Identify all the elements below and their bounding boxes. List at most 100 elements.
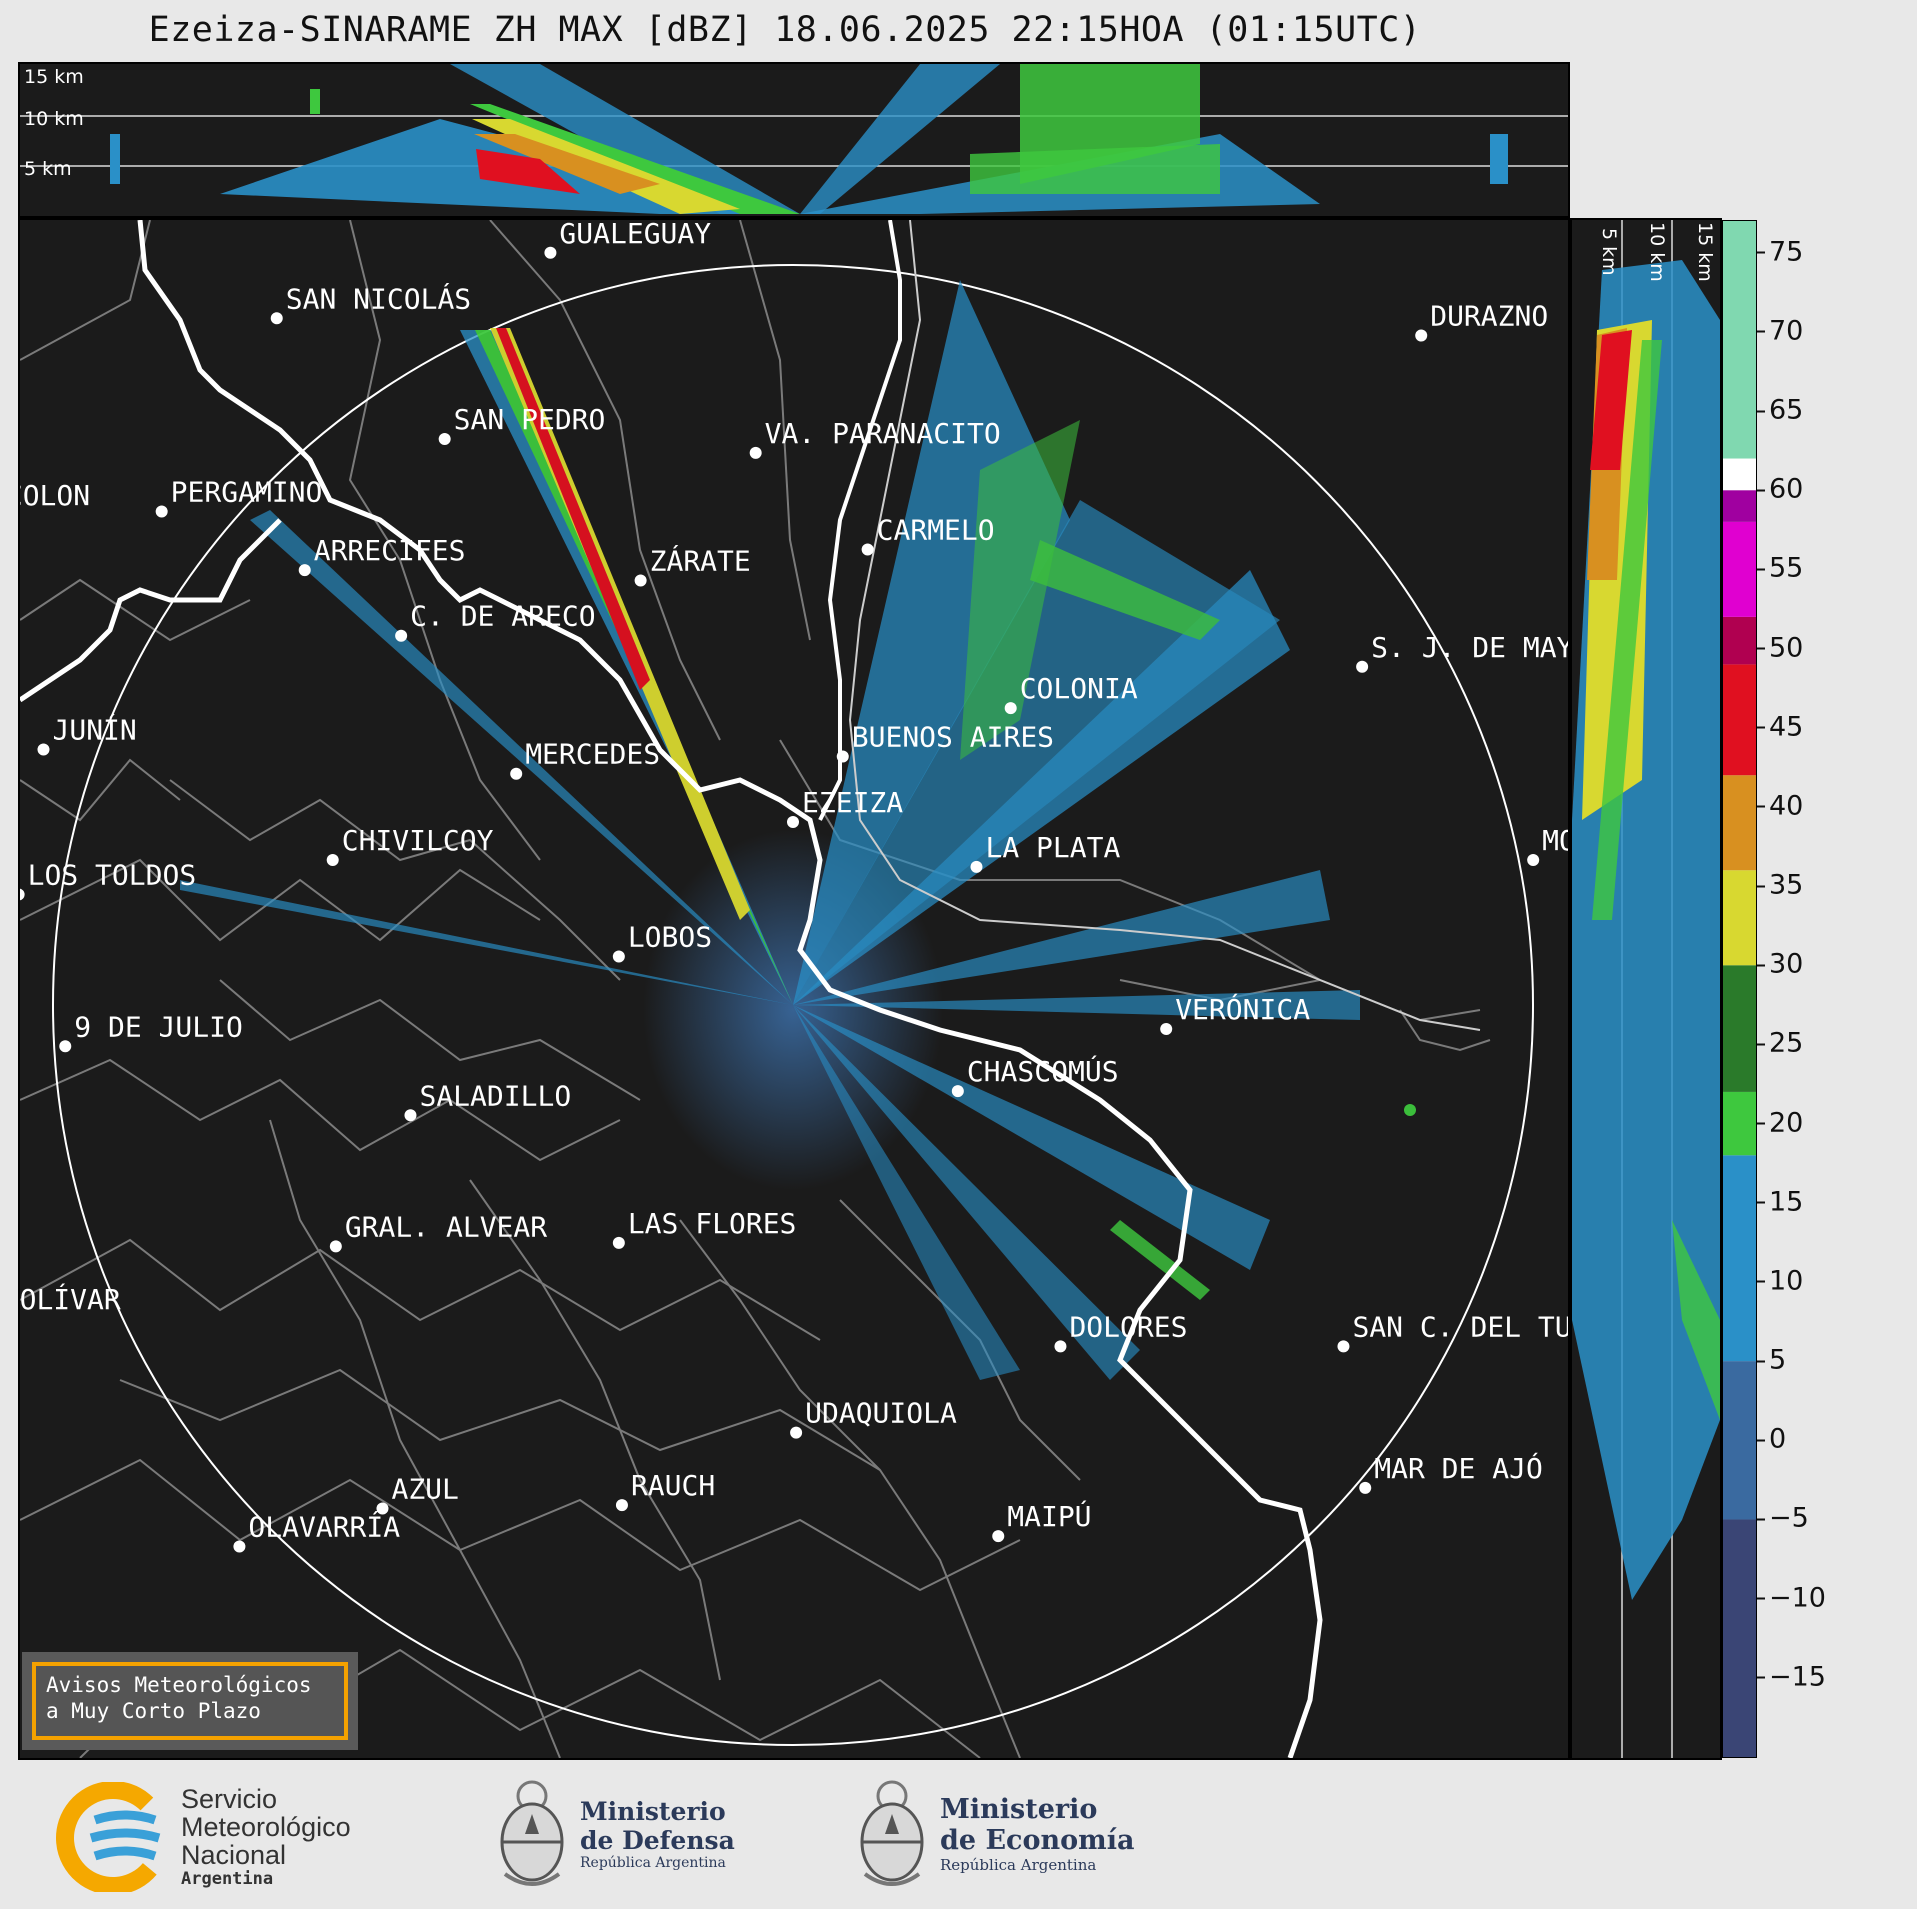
colorbar-tick-label: 60: [1756, 473, 1804, 505]
radar-range-ring: [52, 264, 1534, 1746]
city-marker: LOBOS: [612, 921, 712, 963]
city-marker: COLON: [20, 479, 90, 512]
city-dot: [270, 312, 283, 325]
warning-line-1: Avisos Meteorológicos: [46, 1673, 312, 1697]
city-label: S. J. DE MAYO: [1371, 631, 1568, 664]
defensa-coat-of-arms-icon: [500, 1780, 564, 1886]
side-echo-green: [1592, 340, 1662, 920]
colorbar-band: [1723, 616, 1756, 665]
city-label: OLAVARRÍA: [248, 1510, 400, 1544]
city-dot: [20, 888, 25, 901]
top-cross-section-plot: [20, 64, 1568, 214]
page-title: Ezeiza-SINARAME ZH MAX [dBZ] 18.06.2025 …: [148, 10, 1422, 50]
warning-line-2: a Muy Corto Plazo: [46, 1699, 261, 1723]
city-dot: [155, 505, 168, 518]
city-dot: [233, 1540, 246, 1553]
echo-e-fan-1: [793, 870, 1330, 1005]
echo-w-thin: [180, 880, 793, 1005]
defensa-line-3: República Argentina: [580, 1855, 726, 1871]
city-label: LA PLATA: [985, 831, 1120, 864]
echo-green-core: [470, 104, 800, 214]
echo-red-core: [476, 149, 580, 194]
side-echo-red: [1590, 330, 1632, 470]
city-marker: VERÓNICA: [1160, 992, 1310, 1035]
colorbar-tick-label: 25: [1756, 1027, 1804, 1059]
echo-nw-line-red: [496, 328, 650, 690]
warning-box-inner: Avisos Meteorológicos a Muy Corto Plazo: [32, 1662, 348, 1740]
city-dot: [612, 1236, 625, 1249]
colorbar-band: [1723, 664, 1756, 776]
colorbar-tick-label: 10: [1756, 1265, 1804, 1297]
city-dot: [298, 564, 311, 577]
city-label: MAR DE AJÓ: [1374, 1451, 1543, 1485]
city-dot: [1415, 329, 1428, 342]
colorbar-band: [1723, 490, 1756, 522]
echo-ne-green-2: [960, 420, 1080, 760]
city-label: UDAQUIOLA: [805, 1397, 957, 1430]
warning-box[interactable]: Avisos Meteorológicos a Muy Corto Plazo: [22, 1652, 358, 1750]
city-marker: SAN C. DEL TUYÚ: [1337, 1309, 1568, 1353]
colorbar-bands: [1723, 221, 1756, 1757]
city-dot: [59, 1040, 72, 1053]
economia-line-2: de Economía: [940, 1825, 1135, 1856]
city-marker: BUENOS AIRES: [836, 720, 1054, 763]
colorbar-band: [1723, 521, 1756, 617]
colorbar-tick-label: 70: [1756, 315, 1804, 347]
echo-se-fan-1: [793, 1005, 1270, 1270]
footer: Servicio Meteorológico Nacional Argentin…: [0, 1760, 1917, 1909]
city-marker: S. J. DE MAYO: [1356, 631, 1568, 673]
city-dot: [37, 743, 50, 756]
colorbar-tick-label: 45: [1756, 711, 1804, 743]
colorbar-band: [1723, 221, 1756, 459]
echo-blue-upper: [450, 64, 800, 214]
colorbar-tick-label: 50: [1756, 632, 1804, 664]
city-dot: [787, 816, 799, 828]
city-label: SALADILLO: [419, 1079, 571, 1112]
city-marker: MONTEVIDEO: [1527, 824, 1568, 866]
city-label: GRAL. ALVEAR: [345, 1210, 547, 1243]
uruguay-river: [818, 220, 902, 821]
colorbar-tick-label: 40: [1756, 790, 1804, 822]
city-marker: SAN NICOLÁS: [270, 281, 471, 325]
colorbar-tick-label: 5: [1756, 1344, 1787, 1376]
city-label: LOS TOLDOS: [28, 858, 197, 891]
echo-green-east: [970, 144, 1220, 194]
city-marker: OLAVARRÍA: [233, 1510, 400, 1553]
city-label: C. DE ARECO: [410, 600, 595, 633]
echo-w-line: [250, 510, 793, 1005]
city-label: CARMELO: [877, 513, 995, 546]
city-markers: ROSARIOGUALEGUAYCHÚGUALEGUAYSAN NICOLÁSD…: [20, 220, 1568, 1553]
city-marker: UDAQUIOLA: [790, 1397, 957, 1439]
city-label: COLONIA: [1020, 672, 1138, 705]
city-marker: EZEIZA: [787, 786, 903, 828]
colorbar-tick-label: 65: [1756, 394, 1804, 426]
city-label: ZÁRATE: [650, 544, 751, 578]
economia-logo: Ministerio de Economía República Argenti…: [855, 1774, 1134, 1894]
colorbar-band: [1723, 775, 1756, 871]
top-cross-section-panel: 15 km 10 km 5 km: [18, 62, 1570, 218]
city-label: MERCEDES: [525, 738, 660, 771]
radar-map-panel: ROSARIOGUALEGUAYCHÚGUALEGUAYSAN NICOLÁSD…: [18, 218, 1570, 1760]
city-dot: [1337, 1340, 1350, 1353]
smn-line-2: Meteorológico: [181, 1812, 351, 1842]
city-label: MONTEVIDEO: [1542, 824, 1568, 857]
city-marker: ZÁRATE: [634, 544, 751, 587]
city-dot: [510, 767, 523, 780]
city-label: BUENOS AIRES: [852, 720, 1054, 753]
altitude-label-5km: 5 km: [24, 158, 72, 180]
colorbar-band: [1723, 1519, 1756, 1757]
city-dot: [1359, 1481, 1372, 1494]
echo-ne-green-1: [1030, 540, 1220, 640]
city-dot: [615, 1499, 628, 1512]
city-label: EZEIZA: [802, 786, 903, 819]
colorbar-tick-label: 0: [1756, 1423, 1787, 1455]
city-dot: [544, 246, 557, 259]
defensa-line-1: Ministerio: [580, 1797, 726, 1826]
altitude-label-side-10km: 10 km: [1646, 222, 1668, 282]
city-label: DURAZNO: [1430, 300, 1548, 333]
economia-line-3: República Argentina: [940, 1856, 1097, 1874]
city-label: ARRECIFES: [314, 534, 466, 567]
defensa-logo: Ministerio de Defensa República Argentin…: [495, 1774, 735, 1894]
city-dot: [836, 750, 849, 763]
city-label: GUALEGUAY: [559, 220, 711, 250]
